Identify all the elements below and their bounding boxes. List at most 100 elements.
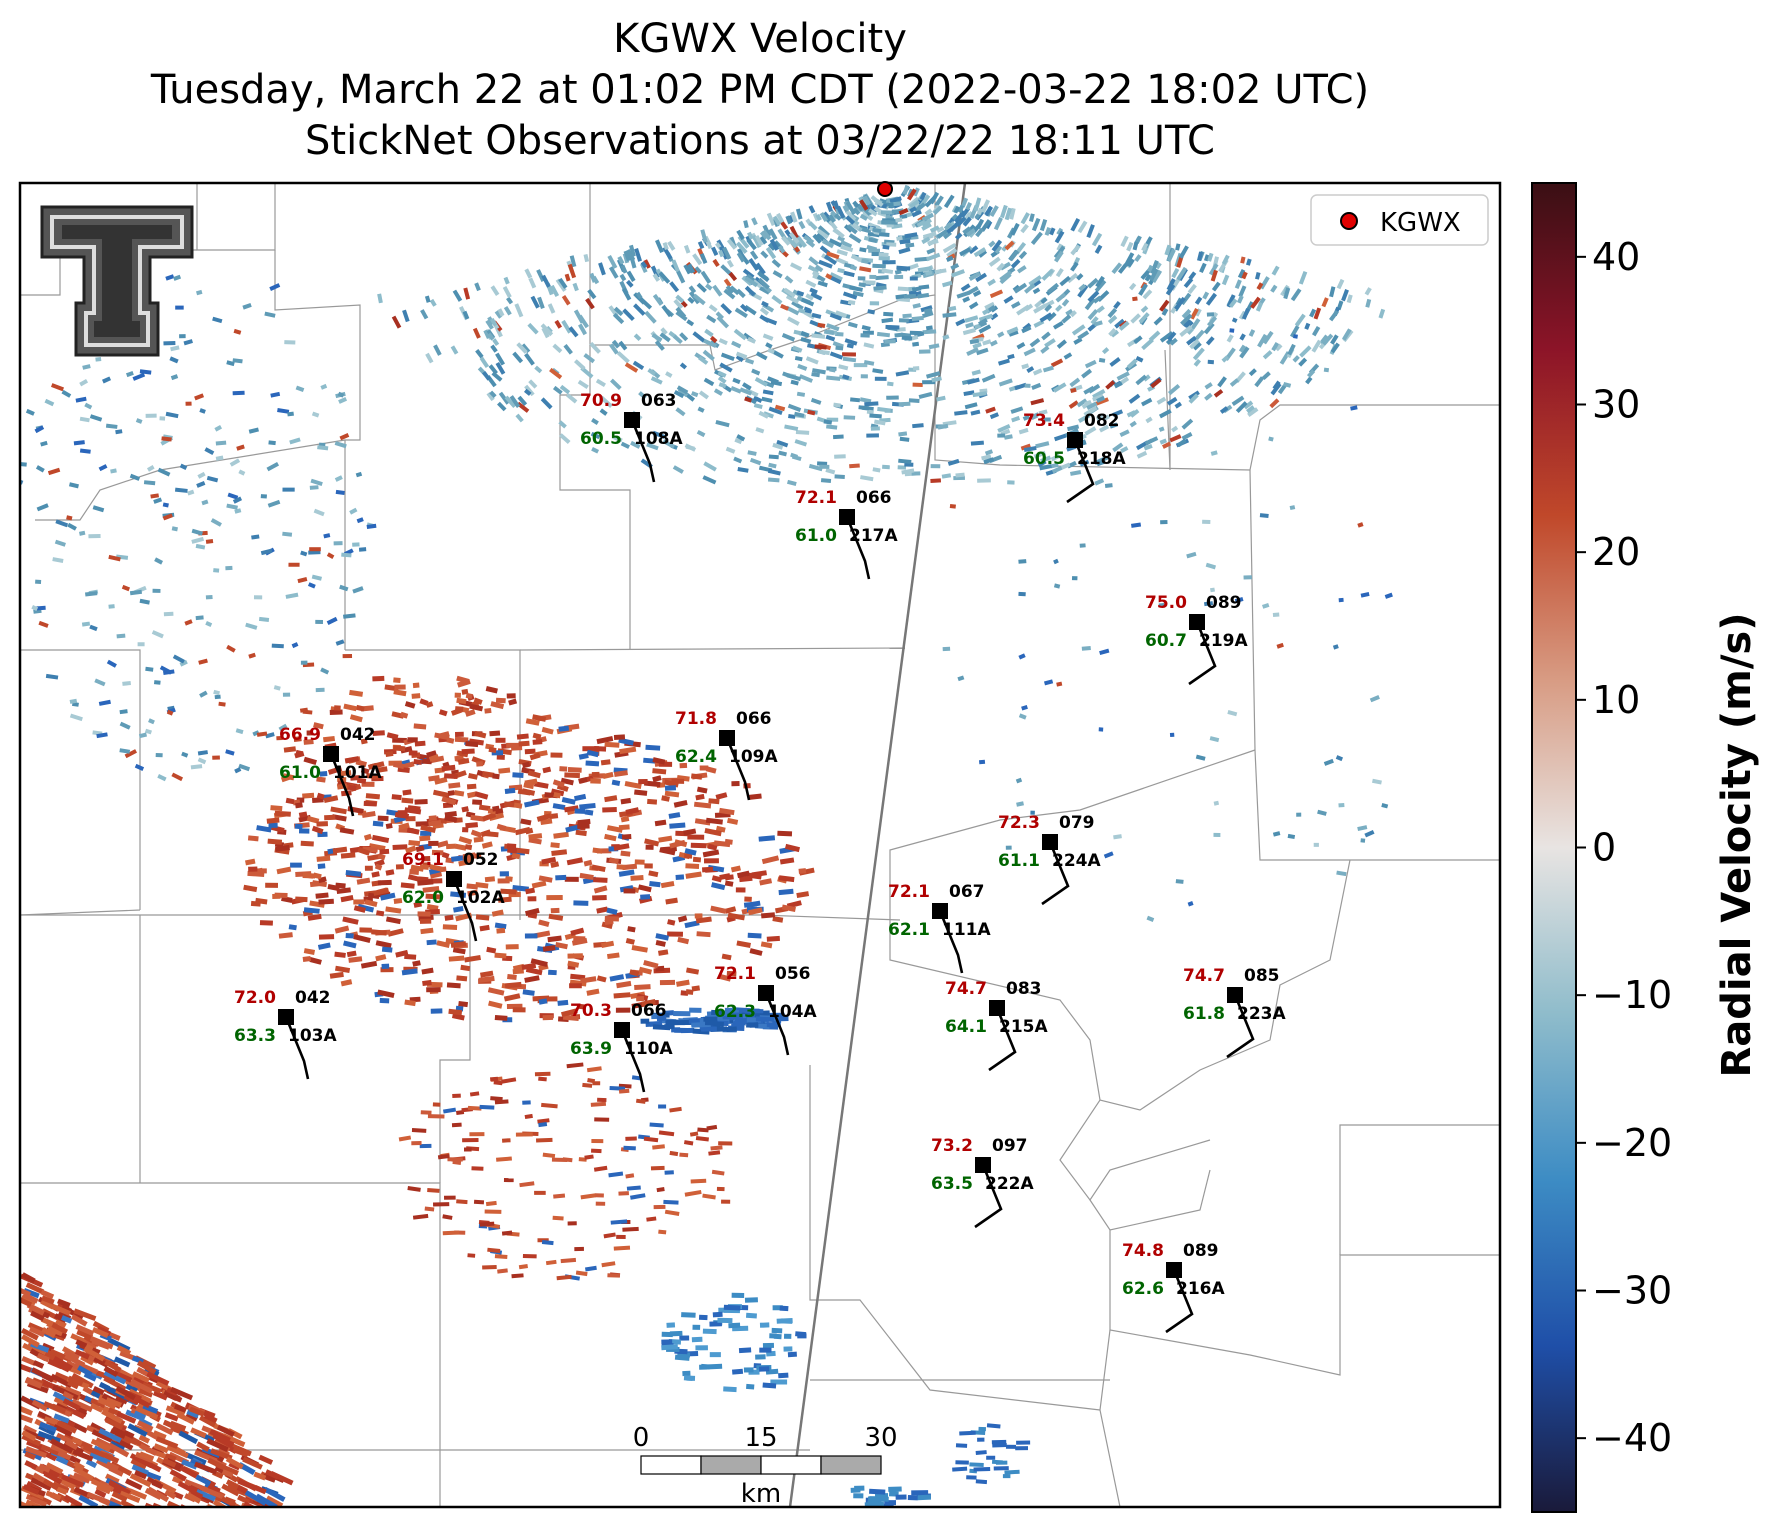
station-dewpoint: 62.4 [675, 747, 717, 767]
station-224a: 72.3 079 61.1 224A [998, 813, 1101, 906]
station-temperature: 74.8 [1122, 1241, 1164, 1261]
wind-barb [1041, 841, 1070, 906]
station-102a: 69.1 052 62.0 102A [402, 850, 505, 942]
station-wind-direction: 066 [856, 488, 892, 508]
wind-barb [329, 753, 355, 817]
radar-velocity-returns [20, 184, 1393, 1507]
station-110a: 70.3 066 63.9 110A [570, 1001, 673, 1093]
station-218a: 73.4 082 60.5 218A [1023, 411, 1126, 504]
station-wind-direction: 056 [775, 964, 811, 984]
legend-box [1310, 194, 1489, 246]
legend-label: KGWX [1380, 208, 1461, 238]
wind-barb [620, 1029, 646, 1093]
station-dewpoint: 61.0 [279, 763, 321, 783]
station-id: 223A [1237, 1004, 1286, 1024]
station-id: 222A [985, 1174, 1034, 1194]
station-temperature: 69.1 [402, 850, 444, 870]
wind-barb [1226, 994, 1255, 1059]
station-wind-direction: 066 [631, 1001, 667, 1021]
wind-barb [284, 1016, 310, 1080]
colorbar-tick-label: 40 [1592, 235, 1640, 279]
wind-barb [845, 516, 871, 580]
station-223a: 74.7 085 61.8 223A [1183, 966, 1286, 1059]
wind-barb [988, 1007, 1017, 1072]
wind-barb [1188, 621, 1217, 686]
sticknet-stations: 70.9 063 60.5 108A 73.4 082 60.5 218A 72.1 066 61.… [234, 391, 1286, 1334]
station-marker [446, 871, 462, 887]
station-108a: 70.9 063 60.5 108A [580, 391, 683, 483]
station-temperature: 72.1 [714, 964, 756, 984]
wind-barb [974, 1164, 1003, 1229]
station-marker [323, 746, 339, 762]
scale-tick-label: 0 [633, 1423, 650, 1453]
station-id: 110A [624, 1039, 673, 1059]
colorbar-tick-label: 0 [1592, 826, 1616, 870]
colorbar-tick-label: −30 [1592, 1269, 1672, 1313]
station-109a: 71.8 066 62.4 109A [675, 709, 778, 801]
station-id: 103A [288, 1026, 337, 1046]
station-temperature: 70.3 [570, 1001, 612, 1021]
station-marker [278, 1009, 294, 1025]
station-marker [1042, 834, 1058, 850]
station-219a: 75.0 089 60.7 219A [1145, 593, 1248, 686]
station-marker [932, 903, 948, 919]
station-104a: 72.1 056 62.3 104A [714, 964, 817, 1056]
station-wind-direction: 083 [1006, 979, 1042, 999]
station-wind-direction: 066 [736, 709, 772, 729]
figure-title: KGWX Velocity Tuesday, March 22 at 01:02… [0, 14, 1520, 167]
wind-barb [452, 878, 478, 942]
station-temperature: 75.0 [1145, 593, 1187, 613]
station-temperature: 72.1 [888, 882, 930, 902]
station-marker [719, 730, 735, 746]
colorbar-label: Radial Velocity (m/s) [1714, 612, 1760, 1077]
title-line-2: Tuesday, March 22 at 01:02 PM CDT (2022-… [150, 67, 1370, 113]
station-marker [624, 412, 640, 428]
station-wind-direction: 089 [1206, 593, 1242, 613]
wind-barb [764, 992, 790, 1056]
scale-segment [700, 1455, 762, 1475]
station-marker [839, 509, 855, 525]
wind-barb [1066, 439, 1095, 504]
map-background [20, 183, 1500, 1507]
station-wind-direction: 063 [641, 391, 677, 411]
station-dewpoint: 61.8 [1183, 1004, 1225, 1024]
scale-unit-label: km [741, 1479, 781, 1509]
station-id: 224A [1052, 851, 1101, 871]
station-wind-direction: 042 [295, 988, 331, 1008]
station-id: 108A [634, 429, 683, 449]
scale-segment [640, 1455, 702, 1475]
station-217a: 72.1 066 61.0 217A [795, 488, 898, 580]
wind-barb [938, 910, 964, 974]
station-temperature: 74.7 [945, 979, 987, 999]
scale-tick-label: 15 [744, 1423, 777, 1453]
colorbar-tick-label: −20 [1592, 1121, 1672, 1165]
station-wind-direction: 042 [340, 725, 376, 745]
station-wind-direction: 067 [949, 882, 985, 902]
station-id: 215A [999, 1017, 1048, 1037]
scale-bar: 0 15 30 km [633, 1423, 898, 1509]
map-frame [18, 181, 1502, 1509]
station-dewpoint: 60.5 [580, 429, 622, 449]
station-temperature: 66.9 [279, 725, 321, 745]
station-temperature: 74.7 [1183, 966, 1225, 986]
station-temperature: 73.2 [931, 1136, 973, 1156]
station-dewpoint: 62.3 [714, 1002, 756, 1022]
station-dewpoint: 62.1 [888, 920, 930, 940]
station-id: 101A [333, 763, 382, 783]
wind-barb [1165, 1269, 1194, 1334]
station-temperature: 72.1 [795, 488, 837, 508]
station-dewpoint: 61.0 [795, 526, 837, 546]
station-temperature: 73.4 [1023, 411, 1065, 431]
station-temperature: 71.8 [675, 709, 717, 729]
station-temperature: 72.3 [998, 813, 1040, 833]
station-marker [614, 1022, 630, 1038]
station-marker [758, 985, 774, 1001]
station-id: 104A [768, 1002, 817, 1022]
station-marker [989, 1000, 1005, 1016]
station-216a: 74.8 089 62.6 216A [1122, 1241, 1225, 1334]
station-id: 216A [1176, 1279, 1225, 1299]
wind-barb [725, 737, 751, 801]
station-dewpoint: 62.6 [1122, 1279, 1164, 1299]
title-line-3: StickNet Observations at 03/22/22 18:11 … [305, 118, 1215, 164]
